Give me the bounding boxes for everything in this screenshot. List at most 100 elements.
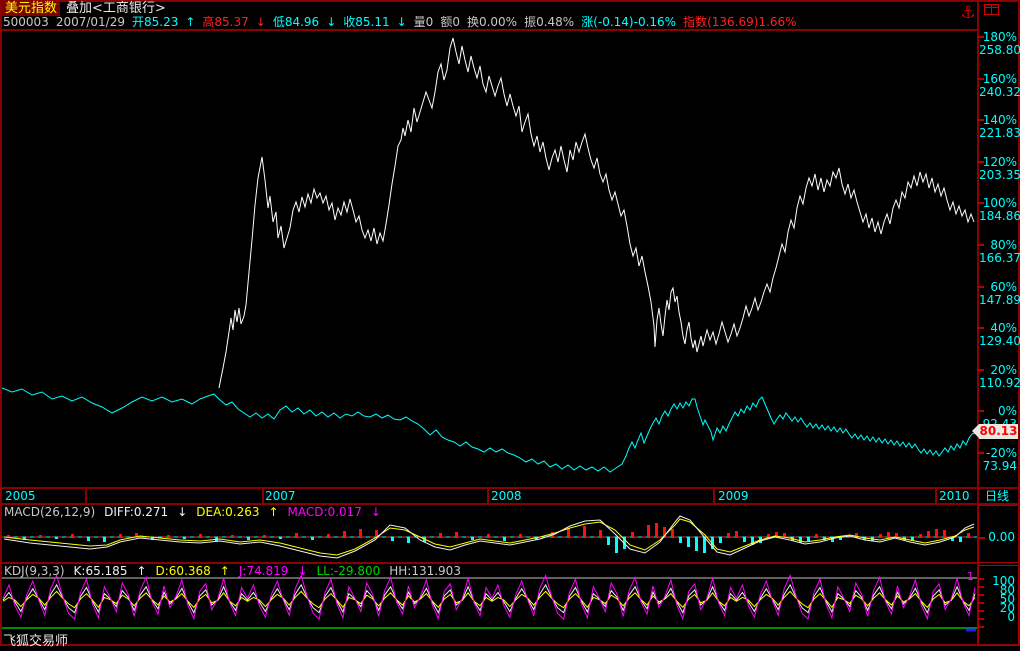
macd-hist-bar <box>375 530 378 537</box>
axis-percent-label: 0% <box>997 404 1017 419</box>
timeline-divider <box>935 489 937 503</box>
quote-segment: 500003 <box>3 15 49 29</box>
kdj-legend-segment: ↑ <box>219 564 230 578</box>
kdj-header: KDJ(9,3,3) K:65.185 ↑ D:60.368 ↑ J:74.819 ↓ LL:… <box>4 565 461 578</box>
axis-percent-label: 40% <box>990 321 1017 336</box>
macd-legend-segment: ↓ <box>177 505 188 519</box>
macd-hist-bar <box>7 535 10 537</box>
macd-hist-bar <box>535 537 538 540</box>
macd-hist-bar <box>775 532 778 537</box>
axis-tick <box>977 202 984 205</box>
axis-price-label: 203.35 <box>979 167 1020 182</box>
timeline-year-label: 2007 <box>265 489 296 503</box>
macd-hist-bar <box>799 537 802 543</box>
axis-tick <box>977 160 984 163</box>
quote-segment: ↓ <box>255 15 266 29</box>
kdj-legend-segment: J:74.819 <box>238 564 289 578</box>
macd-hist-bar <box>247 537 250 540</box>
quote-segment: 指数(136.69)1.66% <box>683 15 797 29</box>
timeline-border-top <box>0 487 1018 489</box>
axis-price-label: 110.92 <box>979 375 1020 390</box>
macd-hist-bar <box>919 534 922 537</box>
axis-price-label: 258.80 <box>979 43 1020 57</box>
macd-hist-bar <box>807 537 810 541</box>
axis-price-label: 240.32 <box>979 84 1020 99</box>
kdj-axis-label: 20 <box>999 601 1015 615</box>
quote-segment: ↓ <box>396 15 407 29</box>
macd-header: MACD(26,12,9) DIFF:0.271 ↓ DEA:0.263 ↑ MACD:0… <box>4 506 381 519</box>
timeline-year-label: 2010 <box>939 489 970 503</box>
macd-hist-bar <box>823 537 826 540</box>
kdj-axis-tick <box>979 594 984 596</box>
axis-percent-label: -20% <box>985 446 1017 460</box>
timeline-border-bottom <box>0 503 1018 505</box>
quote-segment: ↑ <box>185 15 196 29</box>
quote-segment: 高85.37 <box>202 15 249 29</box>
macd-hist-bar <box>519 534 522 537</box>
macd-hist-bar <box>695 537 698 551</box>
brand-label: 飞狐交易师 <box>3 634 69 649</box>
macd-hist-bar <box>727 533 730 537</box>
macd-hist-bar <box>503 537 506 541</box>
quote-segment: 换0.00% <box>466 15 518 29</box>
axis-percent-label: 140% <box>982 113 1017 128</box>
quote-segment: 2007/01/29 <box>55 15 125 29</box>
kdj-chart[interactable] <box>2 564 977 646</box>
macd-hist-bar <box>607 537 610 545</box>
axis-tick <box>977 36 984 38</box>
axis-tick <box>977 77 984 80</box>
main-chart[interactable] <box>2 30 977 487</box>
axis-price-label: 166.37 <box>979 251 1020 265</box>
axis-price-label: 129.40 <box>979 334 1020 349</box>
macd-hist-bar <box>119 534 122 537</box>
window-border-bottom <box>0 644 1020 646</box>
macd-hist-bar <box>671 529 674 537</box>
series-line <box>3 518 975 556</box>
axis-tick <box>977 452 984 454</box>
macd-hist-bar <box>967 533 970 537</box>
series-line <box>3 515 975 559</box>
macd-legend-segment: ↑ <box>268 505 279 519</box>
overlay-title: 叠加<工商银行> <box>66 1 166 16</box>
macd-chart[interactable] <box>2 505 977 562</box>
macd-hist-bar <box>471 537 474 540</box>
macd-hist-bar <box>359 529 362 537</box>
period-label[interactable]: 日线 <box>985 489 1010 503</box>
macd-hist-bar <box>183 537 186 539</box>
macd-legend-segment: DIFF:0.271 <box>104 505 169 519</box>
kdj-axis-tick <box>979 618 984 620</box>
macd-hist-bar <box>487 534 490 537</box>
macd-hist-bar <box>391 537 394 541</box>
axis-tick <box>977 410 984 413</box>
timeline-divider <box>487 489 489 503</box>
macd-hist-bar <box>855 533 858 537</box>
instrument-title: 美元指数 <box>2 2 61 16</box>
anchor-icon[interactable]: ⚓ <box>959 2 977 24</box>
axis-tick <box>977 244 984 246</box>
macd-hist-bar <box>767 534 770 537</box>
kdj-legend-segment: HH:131.903 <box>389 564 461 578</box>
current-price-tag: 80.13 <box>972 424 1018 439</box>
macd-legend-segment: ↓ <box>370 505 381 519</box>
macd-hist-bar <box>831 537 834 542</box>
timeline-divider <box>713 489 715 503</box>
right-axis: 180% 258.80 160% 240.32 140% 221.83 120% 203.35… <box>979 30 1020 487</box>
axis-price-label: 184.86 <box>979 209 1020 224</box>
window-restore-icon[interactable] <box>984 4 999 15</box>
macd-hist-bar <box>295 533 298 537</box>
macd-hist-bar <box>911 537 914 541</box>
macd-hist-bar <box>583 526 586 537</box>
axis-percent-label: 160% <box>982 71 1017 86</box>
macd-hist-bar <box>959 537 962 542</box>
kdj-axis-tick <box>979 578 984 580</box>
macd-hist-bar <box>703 537 706 553</box>
macd-hist-bar <box>103 537 106 542</box>
macd-hist-bar <box>407 537 410 543</box>
kdj-axis-tick <box>979 602 984 604</box>
macd-hist-bar <box>567 528 570 537</box>
kdj-axis-label: 100 <box>992 574 1015 588</box>
axis-tick <box>977 119 984 122</box>
macd-hist-bar <box>263 535 266 537</box>
kdj-axis-tick <box>979 626 984 628</box>
axis-percent-label: 20% <box>990 362 1017 377</box>
